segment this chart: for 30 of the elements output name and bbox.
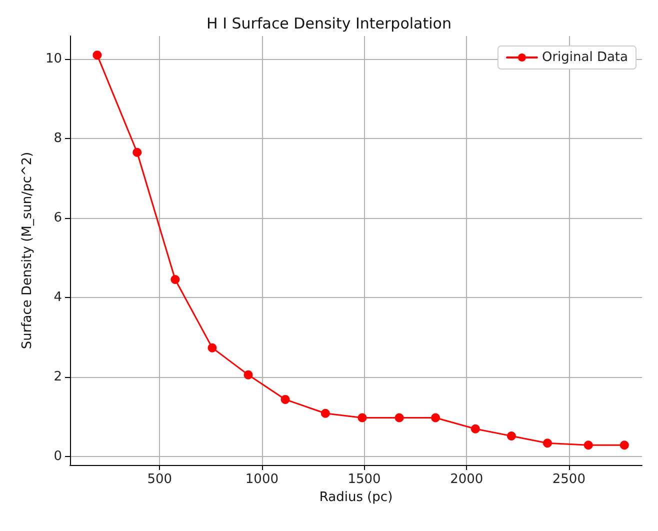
point [170, 275, 180, 284]
point [358, 413, 367, 422]
y-tick-label: 8 [54, 130, 62, 146]
point [584, 440, 593, 450]
point [244, 370, 253, 380]
x-axis-title: Radius (pc) [319, 490, 393, 505]
point [320, 408, 330, 418]
point [542, 438, 552, 448]
y-tick-label: 6 [54, 210, 62, 226]
point [92, 50, 102, 60]
point [280, 394, 290, 404]
point [431, 413, 440, 422]
x-tick-label: 1000 [245, 472, 279, 487]
x-tick-label: 2000 [450, 472, 484, 487]
x-tick-label: 500 [147, 472, 172, 487]
chart-title: H I Surface Density Interpolation [206, 14, 452, 32]
y-tick-label: 0 [54, 448, 62, 464]
y-tick-label: 2 [54, 369, 62, 384]
point [208, 343, 217, 352]
x-tick-label: 2500 [552, 472, 586, 487]
point [394, 413, 404, 422]
legend-label: Original Data [542, 50, 628, 65]
y-tick-label: 10 [45, 52, 62, 67]
y-axis-title: Surface Density (M_sun/pc^2) [20, 152, 35, 350]
point [620, 440, 629, 450]
y-tick-label: 4 [54, 290, 62, 305]
point [132, 148, 142, 157]
x-tick-label: 1500 [348, 472, 381, 487]
point [506, 432, 516, 440]
point [470, 424, 480, 434]
